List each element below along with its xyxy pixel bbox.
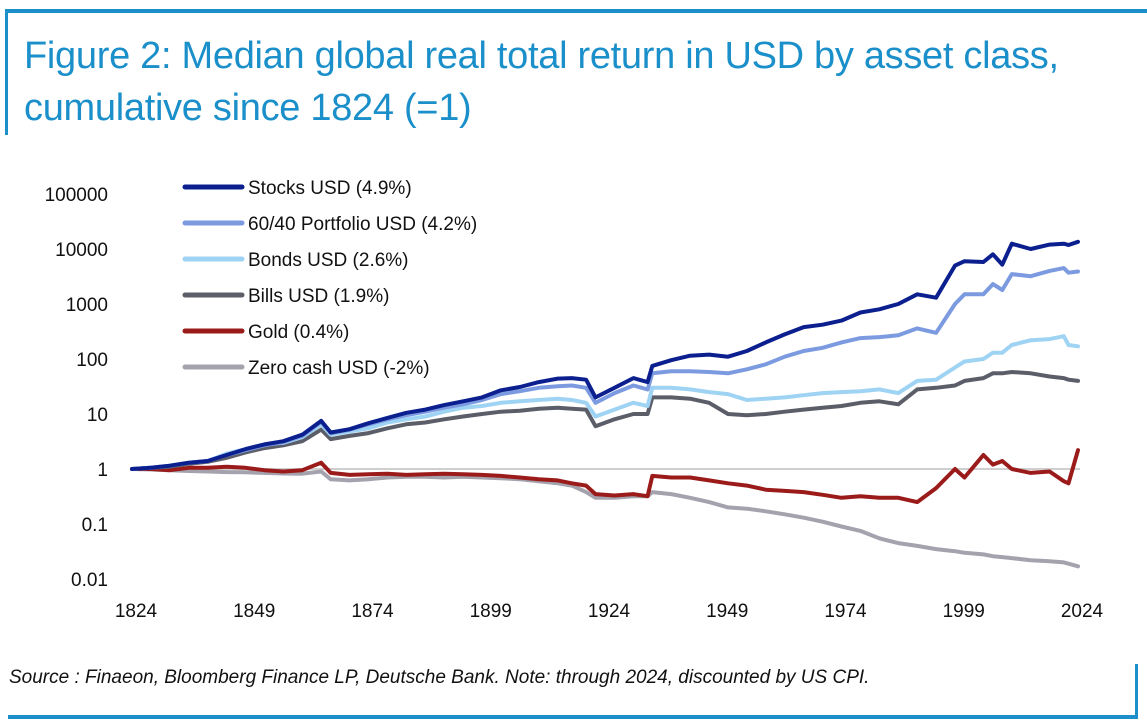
series-line-2 xyxy=(130,334,1080,471)
y-tick-label: 10 xyxy=(87,405,108,426)
x-tick-label: 1899 xyxy=(470,601,512,622)
frame-right-border xyxy=(1135,664,1138,719)
frame-bottom-border xyxy=(8,715,1138,719)
x-tick-label: 1949 xyxy=(706,601,748,622)
legend-item: Gold (0.4%) xyxy=(182,322,349,343)
x-tick-label: 1824 xyxy=(115,601,158,622)
legend-item: Bonds USD (2.6%) xyxy=(182,250,409,271)
x-tick-label: 1874 xyxy=(351,601,394,622)
source-note: Source : Finaeon, Bloomberg Finance LP, … xyxy=(9,667,870,688)
legend-item: Stocks USD (4.9%) xyxy=(182,178,412,199)
x-tick-label: 1974 xyxy=(824,601,867,622)
x-tick-label: 1999 xyxy=(943,601,985,622)
series-line-3 xyxy=(130,370,1080,471)
legend-label: Bonds USD (2.6%) xyxy=(248,250,409,271)
series-line-4 xyxy=(130,448,1080,505)
legend-item: 60/40 Portfolio USD (4.2%) xyxy=(182,214,477,235)
x-tick-label: 1924 xyxy=(588,601,631,622)
series-lines xyxy=(130,239,1080,569)
y-tick-label: 0.01 xyxy=(71,570,108,591)
legend-label: Zero cash USD (-2%) xyxy=(248,358,430,379)
series-line-5 xyxy=(130,467,1080,569)
y-axis-ticks: 100000 10000 1000 100 10 1 0.1 0.01 xyxy=(45,185,108,591)
chart-title: Figure 2: Median global real total retur… xyxy=(24,35,1059,129)
legend-label: 60/40 Portfolio USD (4.2%) xyxy=(248,214,477,235)
series-line-0 xyxy=(130,239,1080,471)
frame-top-border xyxy=(5,9,1147,13)
x-tick-label: 1849 xyxy=(233,601,275,622)
legend: Stocks USD (4.9%) 60/40 Portfolio USD (4.… xyxy=(182,178,477,379)
legend-item: Bills USD (1.9%) xyxy=(182,286,389,307)
legend-label: Gold (0.4%) xyxy=(248,322,349,343)
y-tick-label: 1000 xyxy=(66,295,108,316)
legend-label: Bills USD (1.9%) xyxy=(248,286,389,307)
y-tick-label: 100000 xyxy=(45,185,108,206)
legend-item: Zero cash USD (-2%) xyxy=(182,358,430,379)
y-tick-label: 0.1 xyxy=(82,515,108,536)
chart-area: 100000 10000 1000 100 10 1 0.1 0.01 1824 1849 187… xyxy=(45,178,1104,622)
x-axis-ticks: 1824 1849 1874 1899 1924 1949 1974 1999 2024 xyxy=(115,601,1104,622)
y-tick-label: 10000 xyxy=(55,240,108,261)
frame-left-border xyxy=(5,9,8,135)
x-tick-label: 2024 xyxy=(1061,601,1104,622)
y-tick-label: 1 xyxy=(97,460,108,481)
y-tick-label: 100 xyxy=(76,350,108,371)
legend-label: Stocks USD (4.9%) xyxy=(248,178,412,199)
